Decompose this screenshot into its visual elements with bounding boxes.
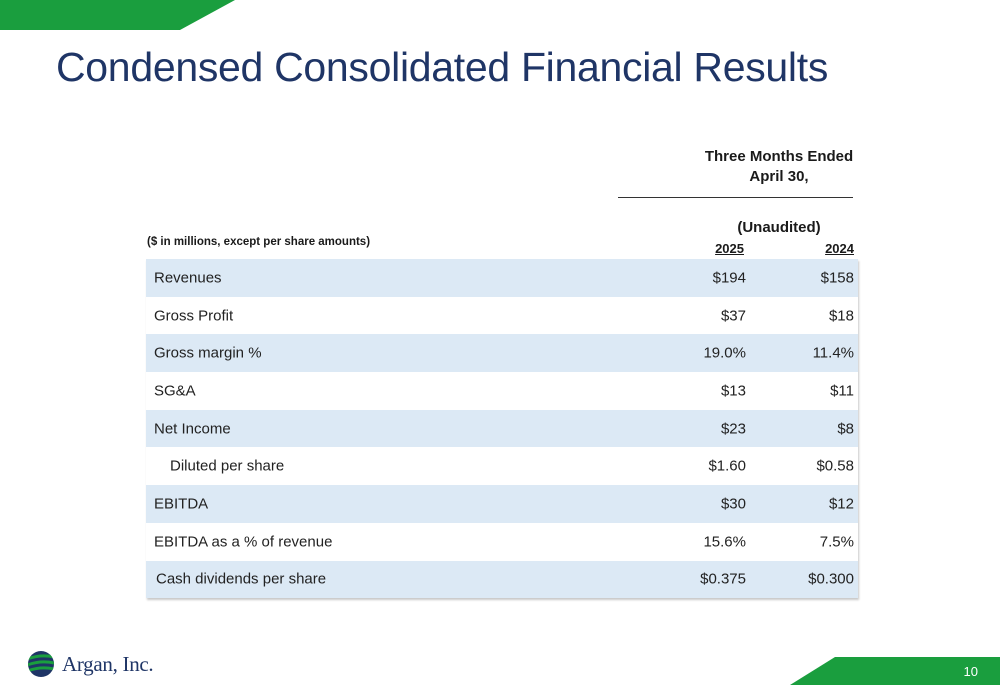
- value-2025: $0.375: [700, 570, 746, 588]
- bottom-accent-bar: [790, 657, 1000, 685]
- period-header-line2: April 30,: [749, 168, 809, 185]
- table-row-revenues: Revenues $194 $158: [146, 259, 858, 297]
- row-label: Gross Profit: [154, 307, 234, 325]
- row-label: SG&A: [154, 382, 196, 400]
- value-2024: $18: [828, 307, 854, 325]
- row-label: Cash dividends per share: [156, 570, 327, 588]
- period-header-line1: Three Months Ended: [704, 148, 854, 165]
- page-number: 10: [963, 664, 978, 679]
- row-label: EBITDA as a % of revenue: [154, 533, 333, 551]
- table-row-gross-profit: Gross Profit $37 $18: [146, 296, 858, 335]
- value-2024: $158: [820, 269, 854, 287]
- value-2024: 7.5%: [819, 533, 854, 551]
- table-row-diluted-per-share: Diluted per share $1.60 $0.58: [146, 447, 858, 486]
- year-2025-header: 2025: [715, 241, 744, 256]
- table-row-gross-margin: Gross margin % 19.0% 11.4%: [146, 334, 858, 373]
- value-2024: 11.4%: [812, 344, 854, 362]
- row-label: Diluted per share: [170, 457, 285, 475]
- value-2024: $0.58: [816, 457, 854, 475]
- row-label: Gross margin %: [154, 344, 262, 362]
- table-row-ebitda: EBITDA $30 $12: [146, 485, 858, 523]
- row-label: EBITDA: [154, 495, 209, 513]
- value-2024: $0.300: [808, 570, 854, 588]
- value-2024: $11: [830, 382, 854, 400]
- row-label: Net Income: [154, 420, 231, 438]
- value-2025: $1.60: [708, 457, 746, 475]
- top-accent-bar: [0, 0, 235, 30]
- row-label: Revenues: [154, 269, 222, 287]
- page-title: Condensed Consolidated Financial Results: [56, 44, 829, 90]
- financial-results-table: Revenues $194 $158 Gross Profit $37 $18 …: [146, 259, 858, 599]
- header-divider: [618, 197, 853, 198]
- units-note: ($ in millions, except per share amounts…: [147, 236, 371, 248]
- value-2025: $194: [712, 269, 746, 287]
- globe-icon: [28, 651, 54, 677]
- company-logo: Argan, Inc.: [26, 648, 154, 680]
- value-2025: $13: [720, 382, 746, 400]
- value-2024: $8: [837, 420, 854, 438]
- value-2025: 19.0%: [703, 344, 746, 362]
- audit-status: (Unaudited): [737, 219, 821, 236]
- table-row-cash-dividends: Cash dividends per share $0.375 $0.300: [146, 560, 858, 599]
- table-row-net-income: Net Income $23 $8: [146, 409, 858, 448]
- table-row-sga: SG&A $13 $11: [146, 372, 858, 410]
- value-2025: $23: [720, 420, 746, 438]
- year-2024-header: 2024: [825, 241, 854, 256]
- value-2025: $30: [720, 495, 746, 513]
- table-row-ebitda-pct-revenue: EBITDA as a % of revenue 15.6% 7.5%: [146, 522, 858, 561]
- value-2024: $12: [828, 495, 854, 513]
- value-2025: $37: [720, 307, 746, 325]
- value-2025: 15.6%: [703, 533, 746, 551]
- company-name: Argan, Inc.: [62, 651, 154, 676]
